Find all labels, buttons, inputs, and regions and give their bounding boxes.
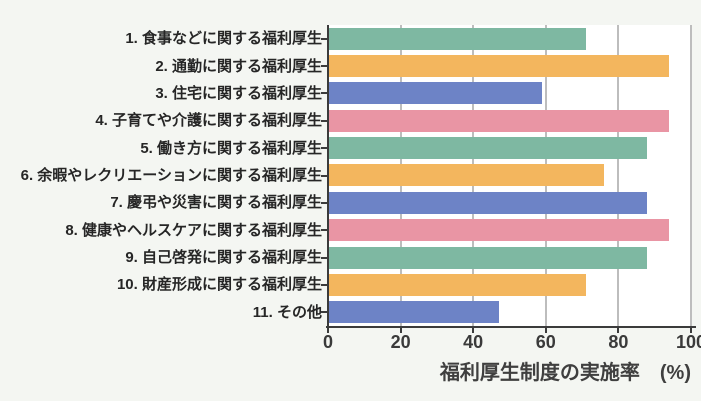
x-tick xyxy=(399,328,402,333)
x-tick-label-60: 60 xyxy=(535,332,556,352)
bar-3 xyxy=(328,82,543,105)
category-labels: 1. 食事などに関する福利厚生 2. 通勤に関する福利厚生 3. 住宅に関する福利厚… xyxy=(0,25,322,326)
y-tick xyxy=(321,147,327,150)
bar-4 xyxy=(328,109,670,132)
bar-row xyxy=(328,244,691,271)
y-tick xyxy=(321,65,327,68)
bar-1 xyxy=(328,27,586,50)
x-tick xyxy=(544,328,547,333)
category-label-3: 3. 住宅に関する福利厚生 xyxy=(155,84,322,102)
y-tick xyxy=(321,119,327,122)
bar-2 xyxy=(328,55,670,78)
bar-row xyxy=(328,162,691,189)
bar-7 xyxy=(328,191,648,214)
category-label-1: 1. 食事などに関する福利厚生 xyxy=(125,30,322,48)
gridline-100 xyxy=(690,25,692,326)
bar-row xyxy=(328,52,691,79)
x-axis-spine xyxy=(326,326,696,328)
plot-area xyxy=(328,25,692,326)
x-tick-label-20: 20 xyxy=(390,332,411,352)
category-label-2: 2. 通勤に関する福利厚生 xyxy=(155,57,322,75)
y-tick xyxy=(321,256,327,259)
bar-row xyxy=(328,107,691,134)
bar-rows xyxy=(328,25,691,326)
x-tick-label-40: 40 xyxy=(463,332,484,352)
bar-row xyxy=(328,217,691,244)
category-label-7: 7. 慶弔や災害に関する福利厚生 xyxy=(110,194,322,212)
bar-5 xyxy=(328,137,648,160)
bar-6 xyxy=(328,164,604,187)
bar-row xyxy=(328,80,691,107)
bar-11 xyxy=(328,301,499,324)
category-label-4: 4. 子育てや介護に関する福利厚生 xyxy=(95,112,322,130)
category-label-6: 6. 余暇やレクリエーションに関する福利厚生 xyxy=(20,166,322,184)
category-label-11: 11. その他 xyxy=(252,303,322,321)
x-axis-title: 福利厚生制度の実施率 (%) xyxy=(439,362,691,384)
bar-row xyxy=(328,271,691,298)
x-tick-label-80: 80 xyxy=(608,332,629,352)
x-tick xyxy=(690,328,692,333)
x-tick xyxy=(472,328,475,333)
y-axis-spine xyxy=(327,25,329,326)
bar-9 xyxy=(328,246,648,269)
bar-row xyxy=(328,299,691,326)
x-tick xyxy=(327,328,329,333)
x-tick xyxy=(617,328,620,333)
category-label-9: 9. 自己啓発に関する福利厚生 xyxy=(125,249,322,267)
category-label-10: 10. 財産形成に関する福利厚生 xyxy=(116,276,322,294)
bar-row xyxy=(328,189,691,216)
x-tick-label-100: 100 xyxy=(675,332,701,352)
y-tick xyxy=(321,283,327,286)
category-label-5: 5. 働き方に関する福利厚生 xyxy=(140,139,322,157)
y-tick xyxy=(321,92,327,95)
y-tick xyxy=(321,37,327,40)
x-tick-label-0: 0 xyxy=(322,332,333,352)
bar-row xyxy=(328,134,691,161)
bar-row xyxy=(328,25,691,52)
gridline-80 xyxy=(617,25,620,326)
y-tick xyxy=(321,201,327,204)
y-tick xyxy=(321,229,327,232)
y-tick xyxy=(321,311,327,314)
y-tick xyxy=(321,174,327,177)
category-label-8: 8. 健康やヘルスケアに関する福利厚生 xyxy=(65,221,322,239)
bar-10 xyxy=(328,273,586,296)
bar-8 xyxy=(328,219,670,242)
